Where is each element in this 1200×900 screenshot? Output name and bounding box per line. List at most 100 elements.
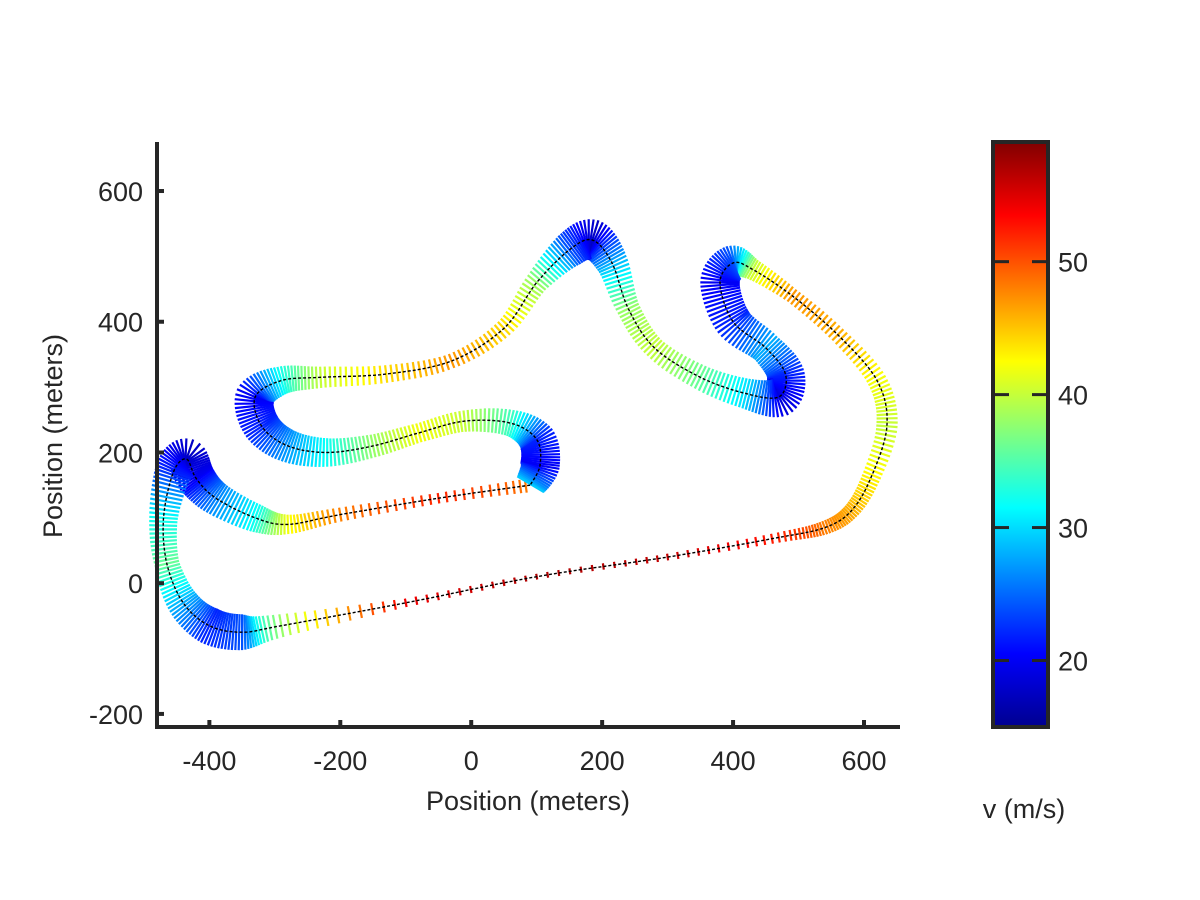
- velocity-arrow: [797, 527, 802, 540]
- velocity-arrow: [521, 455, 561, 459]
- velocity-arrow: [199, 480, 224, 510]
- colorbar-tick-label: 20: [1058, 647, 1088, 677]
- velocity-arrow: [219, 490, 237, 520]
- velocity-arrow: [598, 258, 629, 274]
- velocity-arrow: [230, 613, 236, 651]
- velocity-arrow: [208, 485, 229, 515]
- velocity-arrow: [839, 510, 852, 524]
- velocity-arrow: [213, 611, 226, 648]
- x-ticks: -400 -200 0 200 400 600: [182, 720, 887, 776]
- velocity-arrow: [764, 272, 777, 289]
- velocity-arrow: [315, 510, 322, 527]
- x-tick-label: -400: [182, 746, 236, 776]
- velocity-arrow: [519, 467, 551, 487]
- velocity-arrow: [266, 368, 281, 399]
- velocity-arrow: [673, 355, 688, 378]
- velocity-arrow: [350, 366, 354, 387]
- velocity-arrow: [290, 365, 295, 392]
- velocity-arrow: [590, 241, 622, 264]
- velocity-arrow: [595, 251, 626, 270]
- velocity-arrow: [629, 322, 650, 337]
- velocity-arrow: [411, 496, 416, 508]
- velocity-arrow: [609, 288, 636, 299]
- velocity-arrow: [876, 424, 898, 429]
- velocity-arrow: [751, 263, 765, 282]
- velocity-arrow: [206, 610, 223, 646]
- velocity-arrow: [836, 512, 847, 527]
- velocity-arrow: [807, 525, 813, 539]
- velocity-arrow: [283, 365, 291, 393]
- x-axis-title: Position (meters): [426, 786, 630, 816]
- y-tick-label: 600: [98, 177, 143, 207]
- velocity-arrow: [718, 373, 730, 401]
- colorbar-frame: [991, 140, 1050, 729]
- velocity-arrow: [765, 379, 771, 417]
- velocity-arrow: [734, 377, 745, 407]
- velocity-arrow: [433, 417, 442, 438]
- velocity-arrow: [370, 603, 375, 616]
- velocity-arrow: [727, 314, 753, 344]
- velocity-arrow: [564, 229, 588, 261]
- velocity-arrow: [809, 307, 821, 321]
- velocity-arrow: [329, 438, 333, 467]
- colorbar: 20 30 40 50 v (m/s): [983, 140, 1088, 824]
- velocity-arrow: [876, 420, 898, 424]
- velocity-arrow: [306, 436, 313, 467]
- velocity-arrow: [627, 319, 648, 333]
- velocity-arrow: [181, 467, 214, 493]
- velocity-arrow: [276, 366, 287, 395]
- velocity-arrow: [346, 437, 353, 464]
- velocity-arrow: [506, 409, 515, 437]
- x-tick-label: -200: [313, 746, 367, 776]
- velocity-arrow: [765, 354, 797, 377]
- velocity-arrow: [314, 366, 318, 389]
- velocity-arrow: [237, 407, 275, 421]
- velocity-arrow: [793, 528, 798, 541]
- velocity-arrow: [185, 603, 210, 633]
- velocity-arrow: [517, 471, 547, 492]
- velocity-arrow: [365, 434, 373, 459]
- velocity-arrow: [754, 379, 764, 414]
- velocity-arrow: [458, 411, 464, 433]
- velocity-arrow: [714, 308, 748, 330]
- colorbar-tick-label: 50: [1058, 248, 1088, 278]
- velocity-arrow: [254, 616, 263, 645]
- velocity-arrow: [872, 387, 892, 397]
- velocity-arrow: [475, 408, 479, 432]
- velocity-arrow: [447, 590, 451, 599]
- velocity-arrow: [255, 419, 282, 449]
- velocity-arrow: [155, 562, 181, 572]
- velocity-arrow: [261, 422, 285, 453]
- velocity-arrow: [180, 601, 206, 628]
- velocity-arrow: [521, 282, 542, 297]
- velocity-arrow: [590, 564, 594, 572]
- velocity-arrow: [310, 366, 314, 389]
- colorbar-gradient: [993, 142, 1048, 727]
- velocity-arrow: [746, 259, 759, 280]
- x-tick-label: 0: [464, 746, 479, 776]
- velocity-arrow: [342, 437, 349, 465]
- velocity-arrow: [267, 425, 288, 457]
- velocity-arrow: [518, 479, 523, 494]
- velocity-arrow: [502, 579, 506, 587]
- velocity-arrow: [762, 535, 767, 546]
- velocity-arrow: [738, 320, 760, 351]
- velocity-arrow: [875, 404, 897, 410]
- velocity-arrow: [557, 235, 582, 265]
- velocity-arrow: [294, 612, 300, 634]
- velocity-arrow: [519, 420, 545, 448]
- y-tick-label: 400: [98, 308, 143, 338]
- velocity-arrow: [587, 235, 618, 261]
- y-axis-title: Position (meters): [38, 334, 68, 538]
- velocity-arrow: [384, 431, 393, 453]
- velocity-arrow: [300, 365, 304, 391]
- velocity-arrow: [259, 370, 277, 402]
- velocity-arrow: [284, 431, 298, 463]
- velocity-arrow: [150, 539, 177, 544]
- velocity-arrow: [399, 427, 408, 448]
- velocity-arrow: [307, 512, 313, 530]
- velocity-arrow: [237, 614, 241, 651]
- velocity-arrow: [443, 355, 451, 371]
- velocity-arrow: [169, 592, 198, 613]
- velocity-arrow: [157, 457, 193, 478]
